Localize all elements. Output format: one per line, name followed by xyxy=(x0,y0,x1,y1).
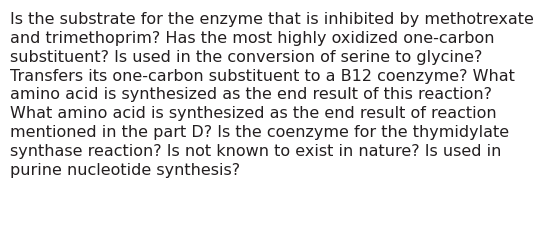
Text: Is the substrate for the enzyme that is inhibited by methotrexate
and trimethopr: Is the substrate for the enzyme that is … xyxy=(10,12,534,177)
